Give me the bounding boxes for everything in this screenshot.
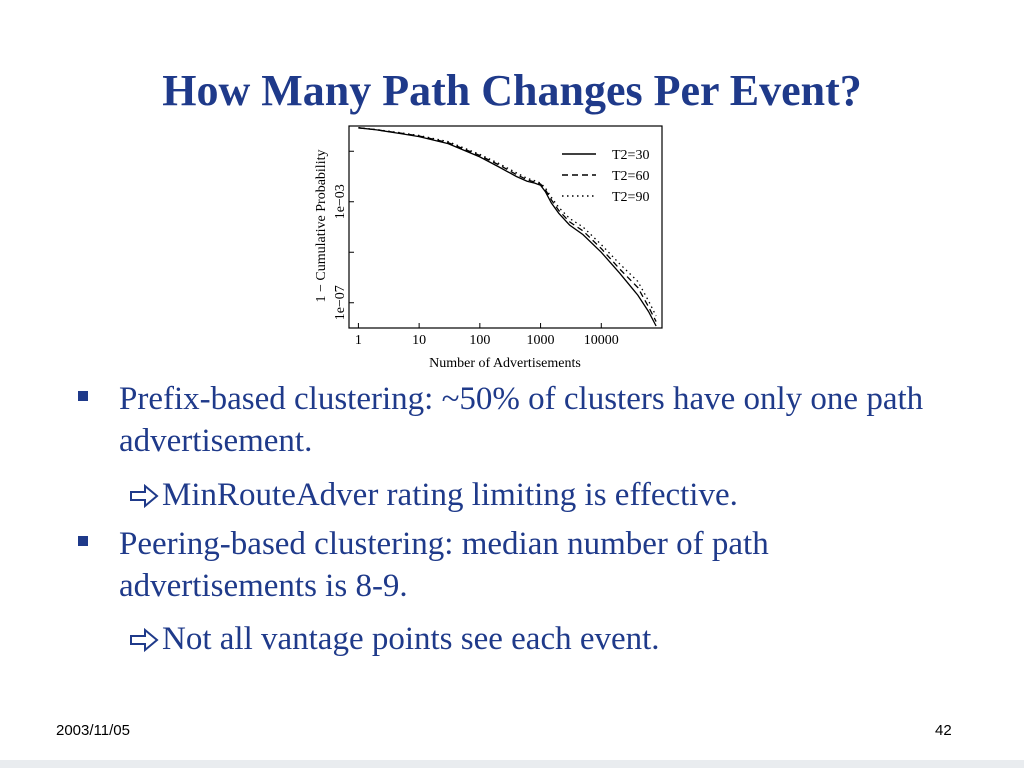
page-number: 42 [935,722,952,739]
square-bullet-icon [78,536,88,546]
x-axis-label: Number of Advertisements [429,356,581,371]
square-bullet-icon [78,391,88,401]
bullet-2-text: Peering-based clustering: median number … [119,526,769,604]
plot-frame [348,125,663,329]
x-tick-label: 1000 [527,333,555,348]
legend-label: T2=60 [612,169,649,184]
bullet-1-text: Prefix-based clustering: ~50% of cluster… [119,381,924,459]
y-tick-label: 1e−07 [333,285,348,320]
hollow-arrow-icon [130,484,159,508]
legend: T2=30 T2=60 T2=90 [562,148,649,205]
series-line [358,127,657,317]
x-tick-label: 100 [469,333,490,348]
sub-bullet-2: Not all vantage points see each event. [128,618,988,660]
legend-label: T2=90 [612,190,649,205]
footer-date: 2003/11/05 [56,722,130,739]
y-axis-label: 1 − Cumulative Probability [314,150,329,303]
bullet-1: Prefix-based clustering: ~50% of cluster… [78,378,958,462]
x-tick-label: 10000 [584,333,619,348]
footer-bar [0,760,1024,768]
legend-label: T2=30 [612,148,649,163]
series-group [358,127,657,327]
slide-title: How Many Path Changes Per Event? [162,66,862,115]
sub-bullet-2-text: Not all vantage points see each event. [162,621,660,657]
sub-bullet-1: MinRouteAdver rating limiting is effecti… [128,474,988,516]
x-tick-label: 1 [355,333,362,348]
series-line [358,127,657,322]
series-line [358,127,657,327]
hollow-arrow-icon [130,628,159,652]
bullet-2: Peering-based clustering: median number … [78,523,958,607]
y-tick-label: 1e−03 [333,184,348,219]
x-axis-ticks: 1 10 100 1000 10000 [355,323,619,348]
x-tick-label: 10 [412,333,426,348]
y-axis-ticks: 1e−03 1e−07 [333,150,354,320]
sub-bullet-1-text: MinRouteAdver rating limiting is effecti… [162,477,738,513]
